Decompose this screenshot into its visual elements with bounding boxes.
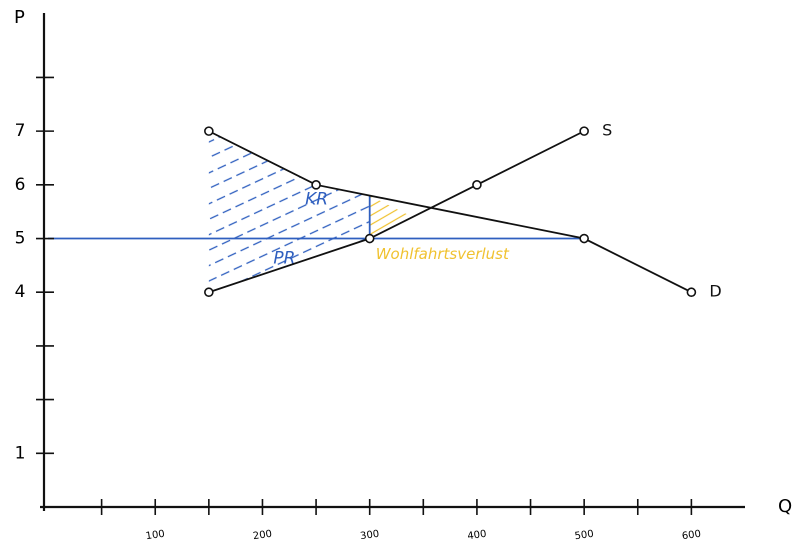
area-label: KR [305,190,328,210]
x-axis-label: Q [778,496,792,517]
area-label: PR [273,248,295,268]
y-tick-label: 7 [15,121,26,141]
y-tick-label: 1 [15,443,26,463]
point [204,287,214,298]
point [472,180,482,190]
point [579,233,589,244]
x-tick-label: 500 [574,529,594,543]
area [369,195,413,239]
point [204,126,214,136]
area-label: Wohlfahrtsverlust [376,245,510,263]
point [364,233,375,244]
y-tick-label: 6 [15,175,26,195]
x-tick-label: 100 [145,529,165,543]
y-tick-label: 5 [15,229,26,249]
point [686,287,697,298]
y-axis-label: P [14,7,25,28]
x-tick-label: 600 [681,529,701,543]
y-tick-label: 4 [15,282,26,302]
series-label: D [709,282,721,301]
x-tick-label: 400 [467,529,487,543]
series-line [208,130,692,294]
x-tick-label: 200 [252,529,272,543]
point [311,180,321,190]
point [579,126,589,136]
series-label: S [602,121,612,140]
series-line [208,130,585,294]
area [208,131,370,239]
x-tick-label: 300 [360,529,380,543]
